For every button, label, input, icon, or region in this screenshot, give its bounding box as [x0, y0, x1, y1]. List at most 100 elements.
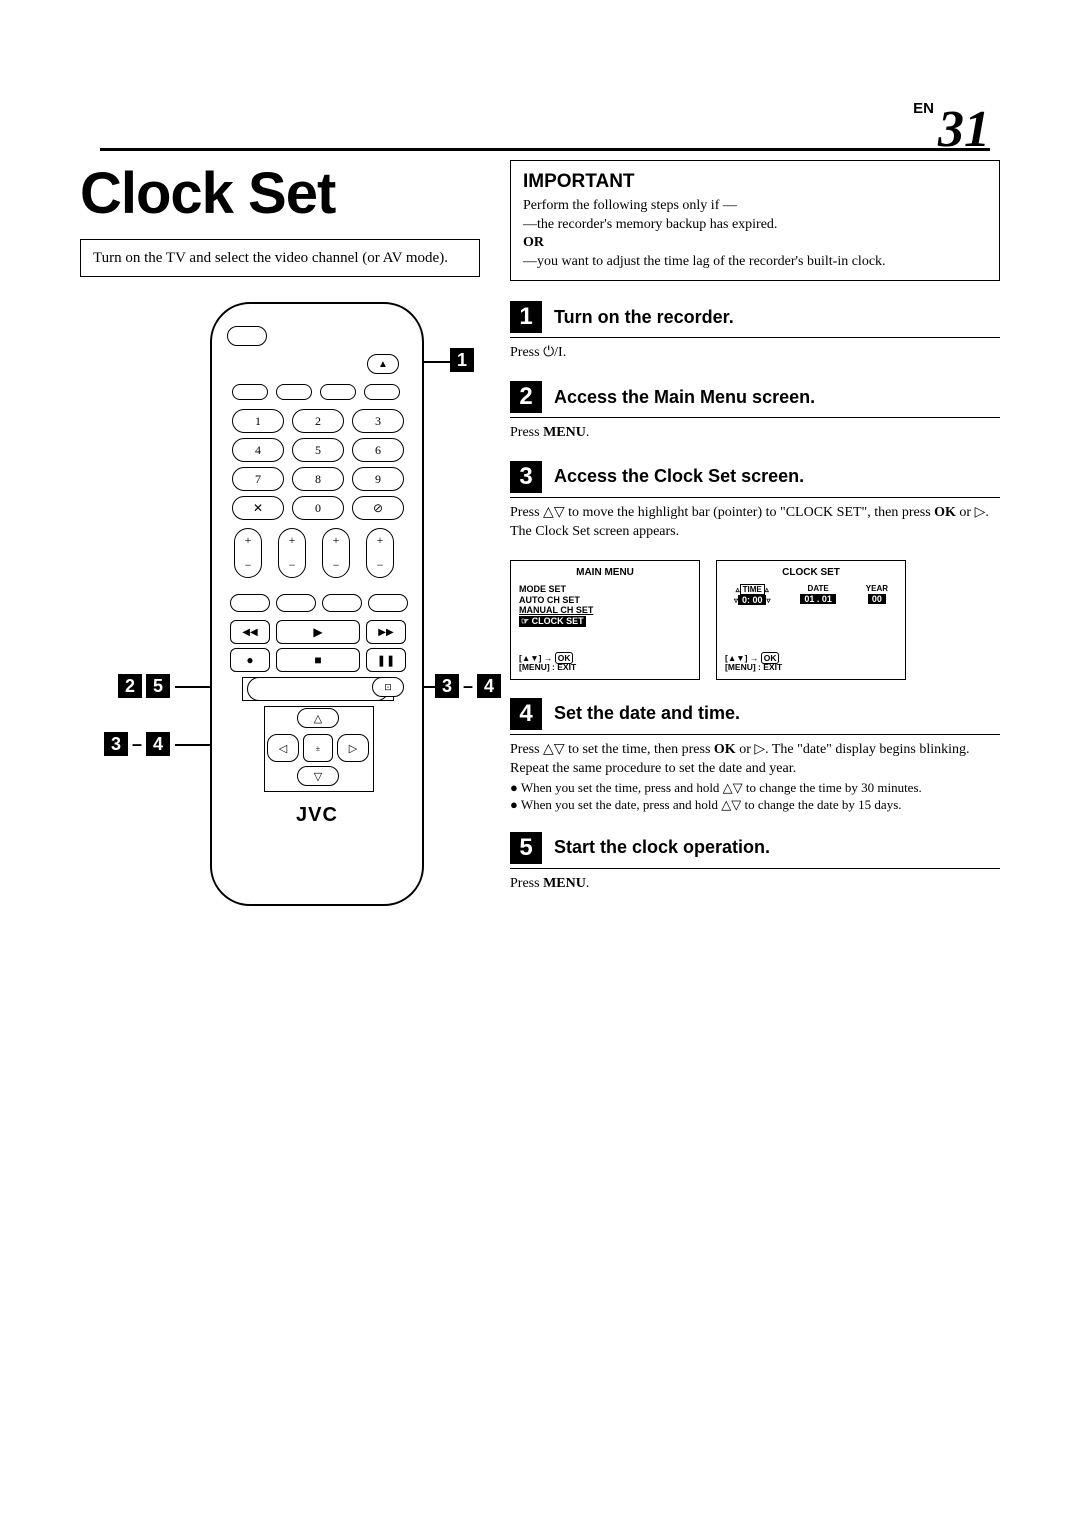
page-prefix: EN	[913, 100, 934, 117]
remote-small-button	[364, 384, 400, 400]
main-menu-screen: MAIN MENU MODE SET AUTO CH SET MANUAL CH…	[510, 560, 700, 680]
callout-1: 1	[450, 348, 474, 372]
remote-small-button	[276, 384, 312, 400]
numpad-cancel: ✕	[232, 496, 284, 520]
dpad-ok-button: ±	[303, 734, 333, 762]
play-button: ▶	[276, 620, 360, 644]
brand-logo: JVC	[212, 804, 422, 827]
numpad-3: 3	[352, 409, 404, 433]
important-or: OR	[523, 234, 987, 253]
important-box: IMPORTANT Perform the following steps on…	[510, 160, 1000, 281]
numpad-2: 2	[292, 409, 344, 433]
step-body: Press ⏻/I.	[510, 344, 1000, 363]
menu-item-selected: ☞ CLOCK SET	[519, 616, 586, 627]
callout-2-5: 2 5	[118, 674, 170, 698]
remote-body: ▲ 1 2 3 4 5 6 7 8 9 ✕ 0	[210, 302, 424, 906]
numpad-6: 6	[352, 438, 404, 462]
menu-item: AUTO CH SET	[519, 595, 691, 606]
step-1: 1 Turn on the recorder. Press ⏻/I.	[510, 301, 1000, 363]
power-icon: ⏻	[543, 345, 554, 360]
screen-footer: [▲▼] → OK [MENU] : EXIT	[725, 654, 782, 673]
important-line: —you want to adjust the time lag of the …	[523, 253, 987, 272]
callout-num: 1	[450, 348, 474, 372]
callout-num: 5	[146, 674, 170, 698]
color-button	[276, 594, 316, 612]
numpad-5: 5	[292, 438, 344, 462]
screen-title: CLOCK SET	[725, 567, 897, 578]
top-rule	[100, 148, 990, 151]
clock-set-screen: CLOCK SET ▵TIME▵ ▿0: 00▿ DATE 01 . 01 YE…	[716, 560, 906, 680]
stop-button: ■	[276, 648, 360, 672]
important-heading: IMPORTANT	[523, 169, 987, 195]
display-button: ⊡	[372, 677, 404, 697]
callout-dash: –	[463, 676, 473, 697]
dpad-up-icon: △	[297, 708, 339, 728]
dpad-right-icon: ▷	[337, 734, 369, 762]
dpad-down-icon: ▽	[297, 766, 339, 786]
important-line: —the recorder's memory backup has expire…	[523, 216, 987, 235]
callout-num: 4	[146, 732, 170, 756]
rocker-button: +−	[278, 528, 306, 578]
remote-tv-button	[227, 326, 267, 346]
ff-button: ▶▶	[366, 620, 406, 644]
numpad-9: 9	[352, 467, 404, 491]
callout-num: 2	[118, 674, 142, 698]
step-title: Access the Clock Set screen.	[554, 466, 804, 487]
step-5: 5 Start the clock operation. Press MENU.	[510, 832, 1000, 894]
numpad-8: 8	[292, 467, 344, 491]
clock-row: ▵TIME▵ ▿0: 00▿ DATE 01 . 01 YEAR 00	[725, 584, 897, 605]
callout-3-4-left: 3 – 4	[104, 732, 170, 756]
screen-footer: [▲▼] → OK [MENU] : EXIT	[519, 654, 576, 673]
clock-col-time: ▵TIME▵ ▿0: 00▿	[734, 584, 771, 605]
callout-3-4-right: 3 – 4	[435, 674, 501, 698]
callout-num: 3	[435, 674, 459, 698]
numpad-4: 4	[232, 438, 284, 462]
numpad-1: 1	[232, 409, 284, 433]
page-title: Clock Set	[80, 160, 480, 227]
step-number: 2	[510, 381, 542, 413]
step-title: Set the date and time.	[554, 703, 740, 724]
remote-diagram: 1 2 5 3 – 4 3 – 4	[120, 302, 500, 982]
step-bullet: ● When you set the date, press and hold …	[510, 796, 1000, 814]
clock-col-date: DATE 01 . 01	[800, 584, 836, 605]
step-2: 2 Access the Main Menu screen. Press MEN…	[510, 381, 1000, 443]
numpad-0: 0	[292, 496, 344, 520]
menu-button	[247, 677, 389, 701]
step-body: Press MENU.	[510, 424, 1000, 443]
dpad: △ ◁ ± ▷ ▽	[267, 708, 367, 786]
menu-item: MODE SET	[519, 584, 691, 595]
manual-page: EN 3 1 Clock Set Turn on the TV and select…	[0, 0, 1080, 1062]
intro-box: Turn on the TV and select the video chan…	[80, 239, 480, 277]
step-body: Press △▽ to move the highlight bar (poin…	[510, 504, 1000, 542]
menu-screens: MAIN MENU MODE SET AUTO CH SET MANUAL CH…	[510, 560, 1000, 680]
clock-col-year: YEAR 00	[866, 584, 888, 605]
screen-title: MAIN MENU	[519, 567, 691, 578]
callout-dash: –	[132, 734, 142, 755]
right-column: IMPORTANT Perform the following steps on…	[510, 160, 1000, 982]
step-3: 3 Access the Clock Set screen. Press △▽ …	[510, 461, 1000, 542]
color-button	[230, 594, 270, 612]
rec-button: ●	[230, 648, 270, 672]
step-body: Press △▽ to set the time, then press OK …	[510, 741, 1000, 779]
step-bullet: ● When you set the time, press and hold …	[510, 779, 1000, 797]
callout-num: 4	[477, 674, 501, 698]
step-title: Turn on the recorder.	[554, 307, 734, 328]
menu-item: MANUAL CH SET	[519, 605, 691, 616]
numpad-aux: ⊘	[352, 496, 404, 520]
step-4: 4 Set the date and time. Press △▽ to set…	[510, 698, 1000, 814]
important-line: Perform the following steps only if —	[523, 197, 987, 216]
pause-button: ❚❚	[366, 648, 406, 672]
dpad-left-icon: ◁	[267, 734, 299, 762]
step-body: Press MENU.	[510, 875, 1000, 894]
callout-num: 3	[104, 732, 128, 756]
remote-small-button	[232, 384, 268, 400]
remote-small-button	[320, 384, 356, 400]
step-number: 5	[510, 832, 542, 864]
rocker-button: +−	[366, 528, 394, 578]
step-number: 4	[510, 698, 542, 730]
rocker-button: +−	[234, 528, 262, 578]
remote-eject-icon: ▲	[367, 354, 399, 374]
rocker-button: +−	[322, 528, 350, 578]
numpad-7: 7	[232, 467, 284, 491]
rew-button: ◀◀	[230, 620, 270, 644]
